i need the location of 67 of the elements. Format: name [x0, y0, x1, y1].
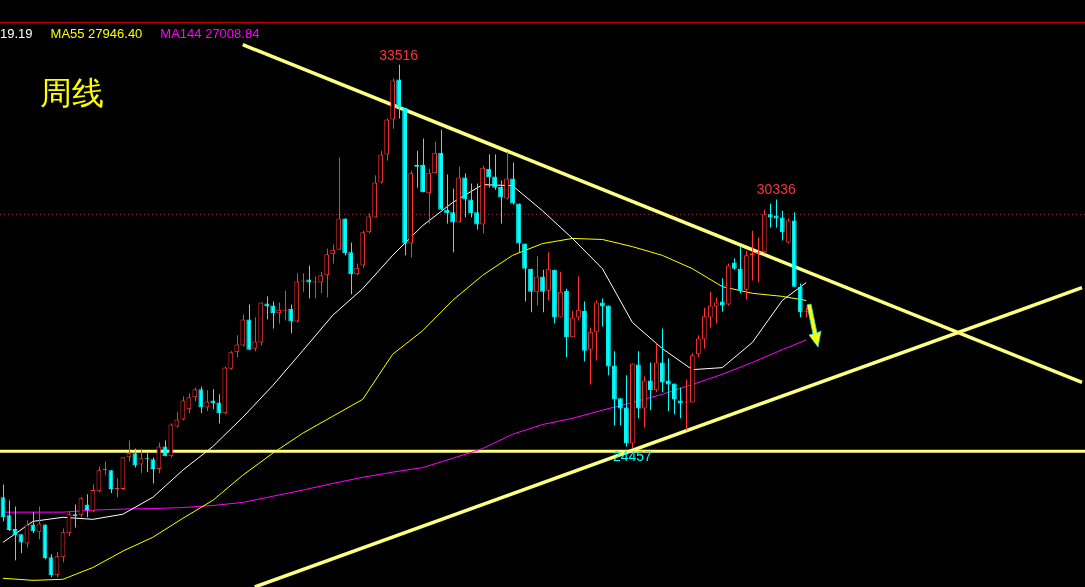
candlestick	[264, 295, 270, 320]
candlestick	[474, 183, 479, 231]
candlestick	[204, 389, 210, 412]
candlestick	[558, 271, 563, 318]
candlestick	[252, 316, 258, 352]
candlestick	[210, 388, 216, 410]
candlestick	[576, 275, 581, 321]
candlestick	[588, 327, 593, 386]
candlestick	[324, 248, 330, 298]
candlestick	[468, 183, 473, 218]
candlestick	[701, 307, 707, 350]
candlestick	[504, 151, 509, 200]
candlestick	[534, 255, 539, 307]
candlestick	[785, 217, 791, 245]
chart-title: 周线	[40, 73, 104, 114]
candlestick	[432, 141, 437, 174]
candlestick	[648, 361, 653, 411]
candlestick	[498, 180, 503, 225]
candlestick	[570, 310, 575, 338]
candlestick	[462, 172, 467, 218]
candlestick	[677, 387, 683, 419]
candlestick	[228, 350, 234, 371]
candlestick	[665, 357, 671, 412]
text: MA144 27008.84	[160, 26, 260, 41]
candlestick	[306, 265, 312, 299]
annotation: 24457	[612, 447, 653, 464]
candlestick	[773, 198, 779, 229]
candlestick	[737, 246, 743, 294]
annotation: 33516	[379, 46, 419, 63]
candlestick	[138, 448, 144, 474]
candlestick	[270, 300, 276, 330]
candlestick	[288, 304, 294, 334]
candlestick	[713, 296, 719, 325]
candlestick	[779, 210, 785, 241]
candlestick	[671, 383, 677, 415]
candlestick	[450, 188, 455, 253]
candlestick	[198, 386, 204, 414]
candlestick	[216, 393, 222, 424]
candlestick	[126, 439, 132, 462]
candlestick	[180, 395, 186, 421]
candlestick	[348, 242, 354, 295]
candlestick	[234, 334, 240, 358]
candlestick	[546, 251, 551, 301]
candlestick	[426, 168, 431, 225]
candlestick	[318, 271, 324, 294]
candlestick	[797, 283, 803, 318]
candlestick	[186, 392, 192, 414]
candlestick	[600, 297, 605, 328]
candlestick	[510, 162, 515, 206]
candlestick	[366, 212, 372, 234]
candlestick	[492, 153, 497, 191]
candlestick	[618, 397, 623, 427]
candlestick	[659, 328, 665, 393]
text: MA55 27946.40	[50, 26, 143, 41]
candlestick	[707, 291, 713, 329]
candlestick	[150, 456, 156, 484]
candlestick	[156, 441, 162, 474]
candlestick	[540, 269, 545, 313]
annotation: 30336	[756, 181, 796, 198]
candlestick	[719, 277, 725, 313]
text: 19.19	[0, 26, 33, 41]
candlestick	[486, 153, 491, 189]
candlestick	[522, 243, 527, 302]
candlestick	[132, 448, 138, 469]
candlestick	[695, 334, 701, 358]
candlestick	[528, 268, 533, 313]
candlestick	[767, 203, 773, 229]
